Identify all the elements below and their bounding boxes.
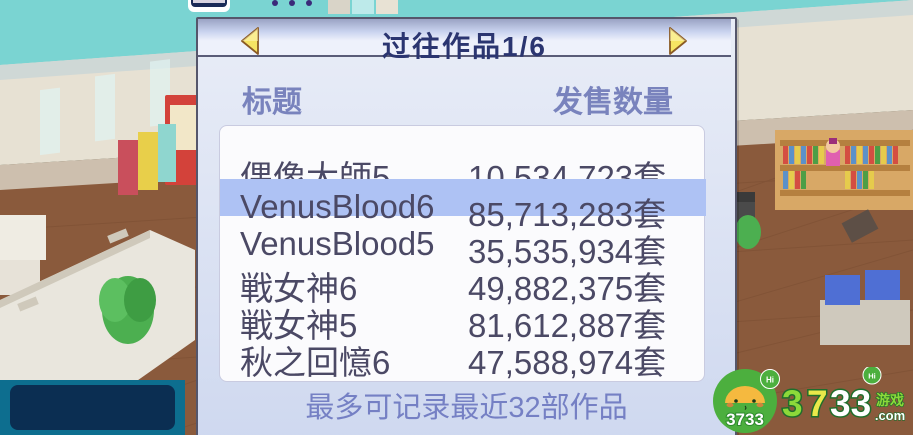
- svg-text:Hi: Hi: [868, 372, 876, 381]
- svg-text:7: 7: [807, 383, 828, 424]
- svg-text:3: 3: [782, 383, 803, 424]
- svg-text:游戏: 游戏: [876, 392, 904, 408]
- svg-text:3733: 3733: [726, 410, 764, 429]
- svg-text:.com: .com: [875, 408, 905, 423]
- svg-text:Hi: Hi: [766, 376, 774, 385]
- svg-text:33: 33: [830, 383, 871, 424]
